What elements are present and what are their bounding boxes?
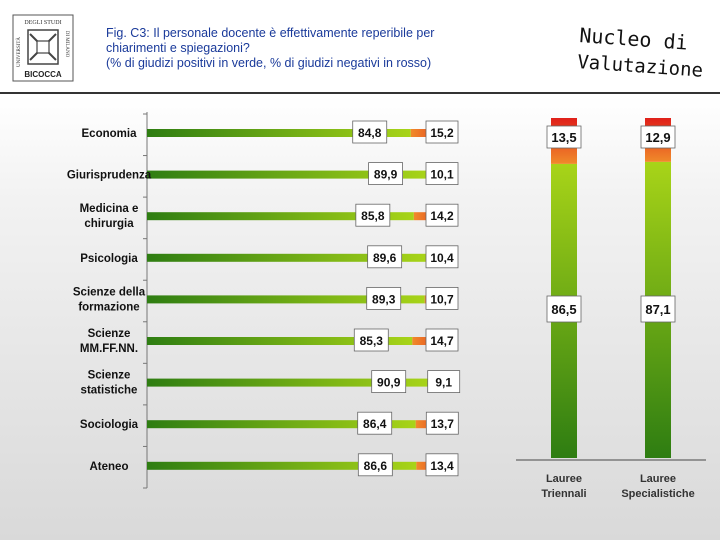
vcategory-label-lauree-triennali: Lauree Triennali: [541, 473, 586, 500]
value-label-negative-economia: 15,2: [430, 126, 454, 140]
bar-positive-scienze-statistiche: [147, 378, 430, 387]
vvalue-label-negative-lauree-specialistiche: 12,9: [645, 130, 670, 145]
category-label-giurisprudenza: Giurisprudenza: [67, 170, 152, 182]
vvalue-box-negative-lauree-triennali: [546, 125, 582, 149]
value-box-positive-giurisprudenza: [368, 162, 403, 186]
bar-positive-scienze-mm-ff-nn: [147, 337, 413, 345]
value-box-positive-economia: [352, 120, 388, 144]
bar-positive-psicologia: [147, 253, 426, 262]
value-box-negative-giurisprudenza: [425, 162, 459, 186]
value-box-positive-scienze-della-formazione: [366, 286, 402, 310]
value-box-negative-scienze-mm-ff-nn: [425, 328, 459, 352]
bar-positive-sociologia: [147, 420, 416, 429]
value-label-positive-medicina-e-chirurgia: 85,8: [361, 209, 385, 223]
value-box-positive-sociologia: [357, 411, 393, 435]
category-label-scienze-mm-ff-nn: Scienze MM.FF.NN.: [80, 328, 138, 355]
value-label-positive-economia: 84,8: [358, 126, 382, 140]
university-logo: DEGLI STUDI BICOCCA UNIVERSITÀ DI MILANO: [12, 14, 74, 82]
value-label-negative-scienze-statistiche: 9,1: [435, 376, 452, 390]
vvalue-box-negative-lauree-specialistiche: [640, 125, 676, 149]
value-box-positive-scienze-mm-ff-nn: [353, 328, 389, 352]
header-divider: [0, 92, 720, 94]
value-box-negative-economia: [425, 120, 459, 144]
category-label-ateneo: Ateneo: [90, 461, 129, 473]
value-box-negative-sociologia: [425, 411, 459, 435]
bar-positive-ateneo: [147, 461, 417, 470]
value-label-positive-giurisprudenza: 89,9: [374, 168, 398, 182]
title-line-1: Fig. C3: Il personale docente è effettiv…: [106, 26, 435, 40]
vvalue-label-positive-lauree-specialistiche: 87,1: [645, 302, 670, 317]
value-label-positive-scienze-statistiche: 90,9: [377, 376, 401, 390]
category-label-psicologia: Psicologia: [80, 253, 138, 265]
logo-text-left: UNIVERSITÀ: [16, 37, 22, 67]
value-box-positive-ateneo: [357, 453, 393, 477]
value-label-negative-giurisprudenza: 10,1: [430, 168, 454, 182]
value-label-negative-sociologia: 13,7: [431, 417, 455, 431]
value-box-positive-medicina-e-chirurgia: [355, 203, 391, 227]
value-box-negative-psicologia: [425, 245, 459, 269]
category-label-medicina-e-chirurgia: Medicina e chirurgia: [80, 203, 139, 230]
category-label-scienze-della-formazione: Scienze della formazione: [73, 286, 146, 313]
value-box-positive-scienze-statistiche: [371, 370, 407, 394]
bar-positive-medicina-e-chirurgia: [147, 212, 414, 221]
title-line-2: chiarimenti e spiegazioni?: [106, 41, 250, 55]
bar-positive-giurisprudenza: [147, 170, 427, 179]
bar-positive-economia: [147, 129, 411, 137]
value-label-positive-scienze-mm-ff-nn: 85,3: [360, 334, 384, 348]
value-label-positive-psicologia: 89,6: [373, 251, 397, 265]
value-label-positive-scienze-della-formazione: 89,3: [372, 292, 396, 306]
value-label-negative-ateneo: 13,4: [430, 459, 454, 473]
value-label-negative-scienze-mm-ff-nn: 14,7: [430, 334, 454, 348]
category-label-scienze-statistiche: Scienze statistiche: [81, 370, 138, 397]
nucleo-di-valutazione-brand: Nucleo di Valutazione: [577, 23, 704, 82]
category-label-economia: Economia: [82, 128, 138, 140]
value-box-positive-psicologia: [367, 245, 403, 269]
value-box-negative-medicina-e-chirurgia: [425, 203, 459, 227]
logo-text-top: DEGLI STUDI: [24, 20, 61, 26]
bar-positive-scienze-della-formazione: [147, 295, 425, 304]
value-box-negative-scienze-statistiche: [427, 370, 461, 394]
value-label-positive-sociologia: 86,4: [363, 417, 387, 431]
logo-text-right: DI MILANO: [64, 31, 69, 58]
value-label-positive-ateneo: 86,6: [364, 459, 388, 473]
value-box-negative-scienze-della-formazione: [425, 286, 459, 310]
vvalue-box-positive-lauree-specialistiche: [640, 295, 676, 323]
chart-title: Fig. C3: Il personale docente è effettiv…: [106, 26, 526, 71]
vvalue-label-negative-lauree-triennali: 13,5: [551, 130, 576, 145]
value-label-negative-scienze-della-formazione: 10,7: [430, 292, 454, 306]
title-line-3: (% di giudizi positivi in verde, % di gi…: [106, 56, 432, 70]
category-label-sociologia: Sociologia: [80, 419, 139, 431]
vvalue-box-positive-lauree-triennali: [546, 295, 582, 323]
vcategory-label-lauree-specialistiche: Lauree Specialistiche: [621, 473, 694, 500]
value-label-negative-psicologia: 10,4: [430, 251, 454, 265]
logo-text-bottom: BICOCCA: [24, 70, 62, 79]
vvalue-label-positive-lauree-triennali: 86,5: [551, 302, 576, 317]
value-box-negative-ateneo: [425, 453, 459, 477]
value-label-negative-medicina-e-chirurgia: 14,2: [430, 209, 454, 223]
